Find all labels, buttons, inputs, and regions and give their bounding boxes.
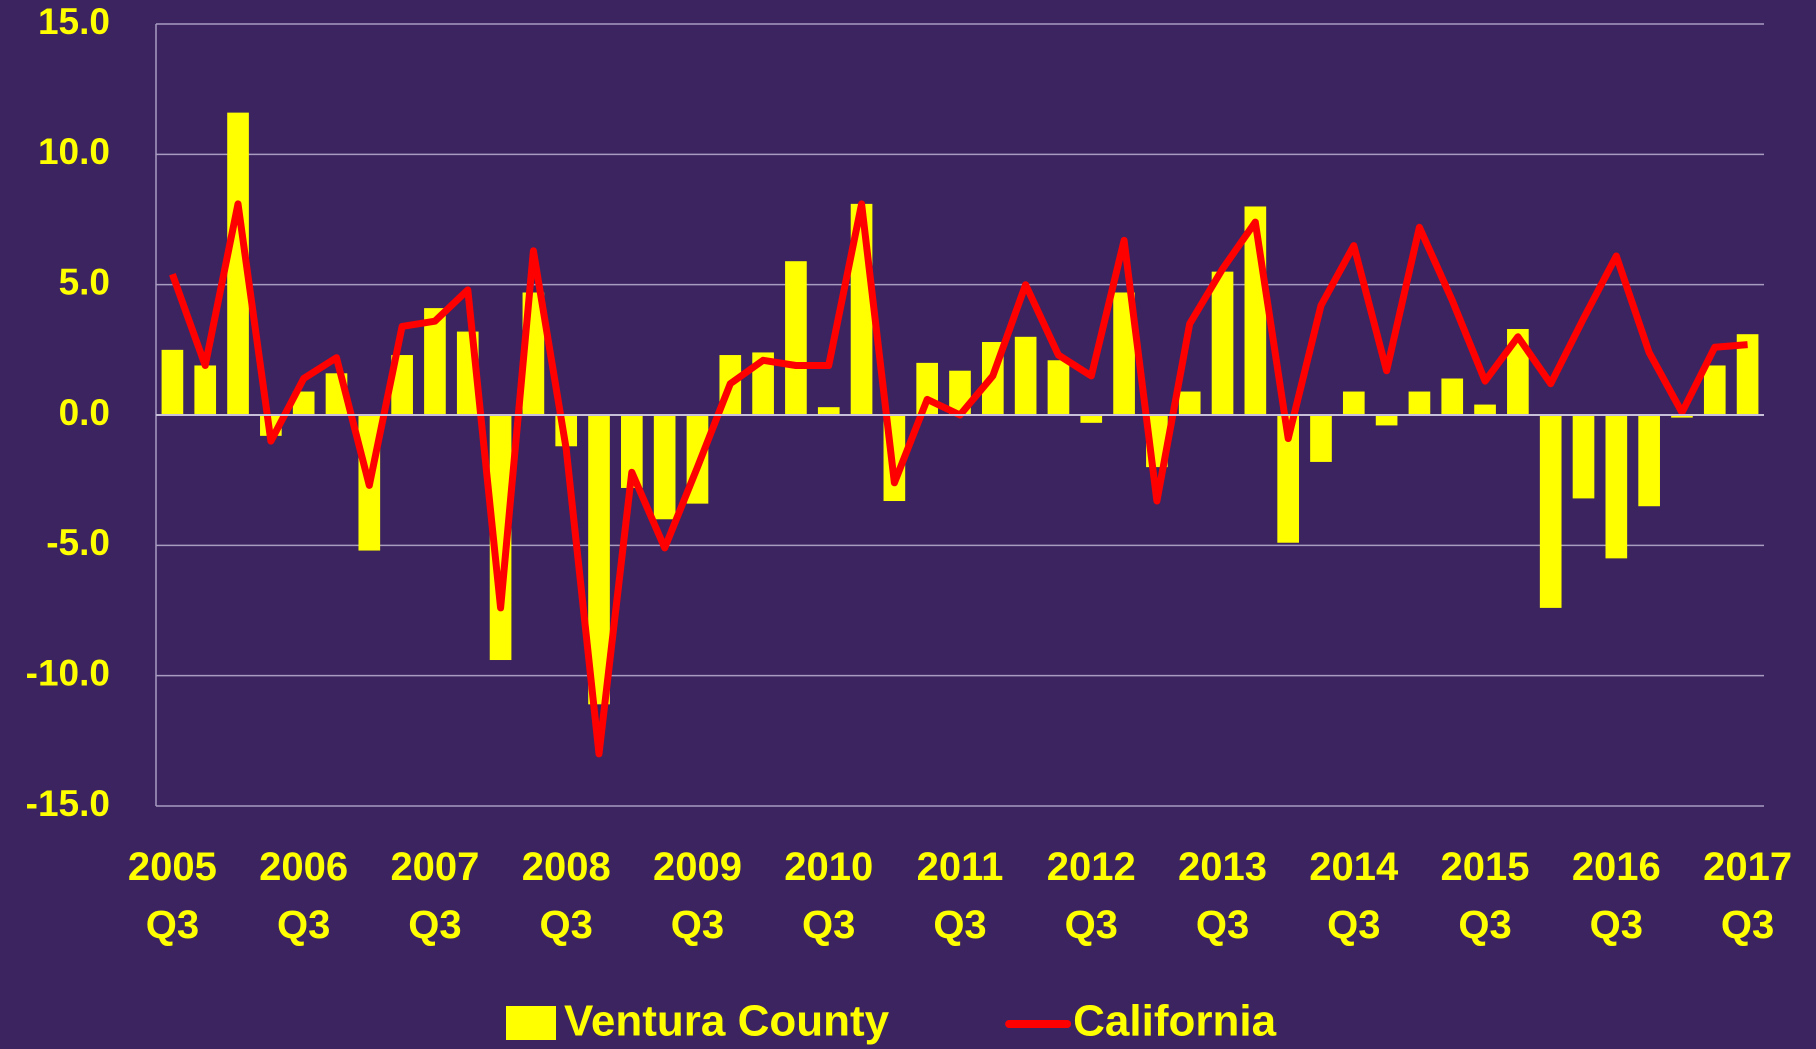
x-tick-label: 2016 Q3 bbox=[1571, 845, 1661, 947]
bar bbox=[1047, 360, 1070, 415]
line bbox=[169, 200, 1748, 758]
legend-swatch bbox=[506, 1006, 556, 1040]
y-tick-label: -10.0 bbox=[26, 652, 110, 693]
y-tick-label: 10.0 bbox=[38, 131, 110, 172]
bar bbox=[1178, 391, 1201, 415]
bar bbox=[1539, 415, 1562, 608]
bar bbox=[1703, 365, 1726, 415]
y-tick-label: -15.0 bbox=[26, 783, 110, 824]
y-tick-label: 15.0 bbox=[38, 1, 110, 42]
x-tick-label: 2005 Q3 bbox=[127, 845, 217, 947]
bar bbox=[1211, 271, 1234, 415]
x-tick-label: 2017 Q3 bbox=[1703, 845, 1793, 947]
x-tick-label: 2012 Q3 bbox=[1046, 845, 1136, 947]
bar bbox=[292, 391, 315, 415]
bar bbox=[1375, 415, 1398, 426]
legend-label: California bbox=[1073, 997, 1276, 1046]
bar bbox=[1474, 404, 1496, 415]
x-tick-label: 2015 Q3 bbox=[1440, 845, 1530, 947]
x-tick-label: 2014 Q3 bbox=[1309, 845, 1399, 947]
bar bbox=[1113, 292, 1135, 415]
bar bbox=[1277, 415, 1299, 543]
y-tick-label: 5.0 bbox=[59, 261, 110, 302]
x-tick-label: 2008 Q3 bbox=[521, 845, 611, 947]
y-tick-label: 0.0 bbox=[59, 392, 110, 433]
bar bbox=[817, 407, 840, 415]
bar bbox=[588, 415, 610, 705]
bar bbox=[1736, 334, 1759, 415]
bar bbox=[1572, 415, 1595, 499]
bar bbox=[1605, 415, 1628, 559]
x-tick-label: 2009 Q3 bbox=[652, 845, 742, 947]
bar bbox=[391, 355, 413, 415]
bar bbox=[1408, 391, 1431, 415]
bar bbox=[653, 415, 676, 520]
bar bbox=[1671, 415, 1693, 418]
bar bbox=[489, 415, 512, 661]
y-tick-label: -5.0 bbox=[46, 522, 110, 563]
bar bbox=[161, 349, 184, 415]
bar bbox=[785, 261, 807, 415]
bar bbox=[424, 308, 446, 415]
bar bbox=[1080, 415, 1103, 423]
legend-label: Ventura County bbox=[564, 997, 890, 1046]
bar bbox=[1638, 415, 1660, 507]
bar bbox=[621, 415, 643, 488]
bar bbox=[1441, 378, 1464, 415]
x-tick-label: 2013 Q3 bbox=[1178, 845, 1267, 947]
bar bbox=[1310, 415, 1332, 462]
x-tick-label: 2011 Q3 bbox=[916, 845, 1004, 947]
x-tick-label: 2006 Q3 bbox=[259, 845, 349, 947]
bar bbox=[227, 112, 249, 416]
bar bbox=[194, 365, 217, 415]
bar bbox=[1342, 391, 1365, 415]
legend: Ventura County California bbox=[506, 997, 1277, 1046]
bar bbox=[1014, 336, 1037, 415]
x-tick-label: 2010 Q3 bbox=[784, 845, 874, 947]
x-tick-label: 2007 Q3 bbox=[390, 845, 480, 947]
